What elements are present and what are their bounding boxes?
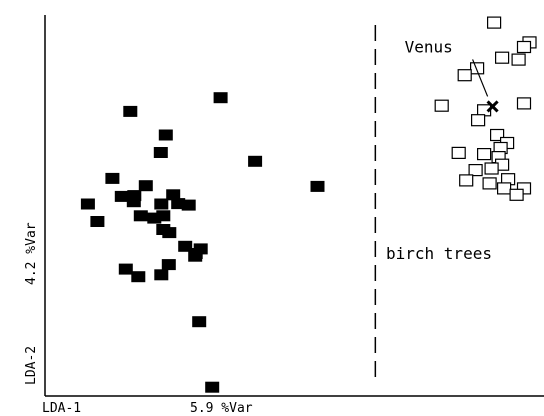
filled-square-point [166, 189, 181, 201]
filled-square-point [161, 259, 176, 271]
filled-square-point [158, 129, 173, 141]
open-square-point [482, 177, 497, 190]
y-axis-label: LDA-2 [24, 346, 39, 385]
filled-square-point [171, 198, 186, 210]
filled-square-point [162, 227, 177, 239]
data-points [80, 16, 537, 393]
filled-square-point [213, 92, 228, 104]
open-square-point [451, 146, 466, 159]
filled-square-point [123, 105, 138, 117]
open-square-point [459, 174, 474, 187]
open-square-point [497, 182, 512, 195]
filled-square-point [153, 147, 168, 158]
filled-square-point [310, 180, 325, 192]
open-square-point [470, 62, 485, 75]
filled-square-point [156, 210, 171, 222]
filled-square-point [154, 198, 169, 210]
open-square-point [484, 162, 499, 175]
open-square-point [516, 40, 532, 54]
open-square-point [516, 97, 532, 110]
region-label: birch trees [386, 244, 492, 263]
venus-leader-line [472, 59, 489, 97]
x-axis-label: LDA-1 [42, 401, 81, 416]
open-square-point [495, 51, 510, 64]
venus-x-marker [486, 100, 499, 113]
filled-square-point [118, 263, 133, 275]
filled-square-point [178, 240, 193, 252]
open-square-point [516, 182, 532, 195]
filled-square-point [154, 269, 169, 281]
open-square-point [509, 188, 524, 201]
y-axis-unit: 4.2 %Var [24, 222, 39, 285]
filled-square-point [188, 250, 203, 262]
annotations: Venus [405, 37, 499, 113]
open-square-point [487, 16, 502, 29]
open-square-point [457, 69, 472, 82]
venus-label: Venus [405, 37, 453, 56]
filled-square-point [192, 316, 207, 328]
open-square-point [434, 99, 449, 112]
filled-square-point [138, 180, 153, 192]
open-square-point [471, 114, 486, 127]
filled-square-point [193, 243, 208, 255]
filled-square-point [181, 199, 196, 211]
filled-square-point [131, 271, 146, 283]
open-square-point [468, 164, 483, 177]
open-square-point [490, 128, 505, 142]
filled-square-point [80, 198, 95, 210]
filled-square-point [147, 212, 162, 224]
filled-square-point [126, 196, 141, 208]
filled-square-point [90, 216, 105, 227]
axes [44, 15, 544, 397]
filled-square-point [133, 210, 148, 222]
filled-square-point [105, 172, 120, 184]
filled-square-point [127, 190, 142, 202]
filled-square-point [248, 155, 263, 167]
open-square-point [511, 53, 526, 66]
open-square-point [477, 148, 492, 161]
filled-square-point [114, 190, 129, 202]
filled-square-point [205, 381, 220, 393]
x-axis-unit: 5.9 %Var [190, 401, 253, 416]
